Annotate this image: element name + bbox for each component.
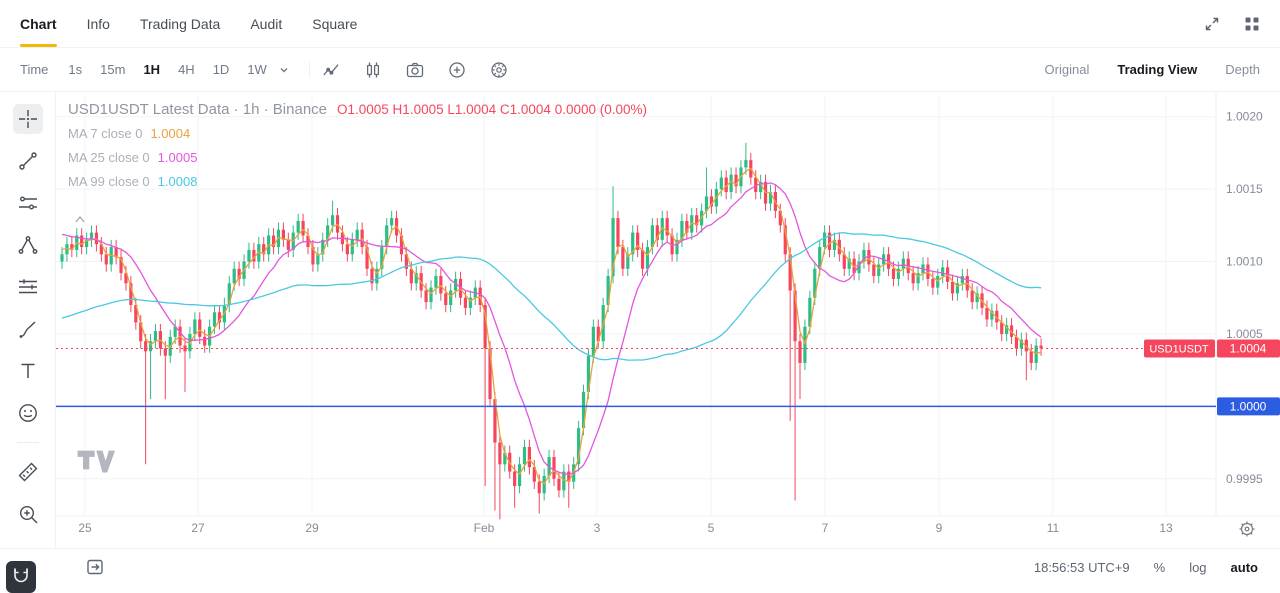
- brush-icon[interactable]: [13, 314, 43, 344]
- apps-grid-icon[interactable]: [1244, 16, 1260, 32]
- view-mode-depth[interactable]: Depth: [1225, 62, 1260, 77]
- drawing-tools-sidebar: [0, 92, 56, 548]
- toolbar-icon-group: [322, 61, 508, 79]
- jump-to-date-icon[interactable]: [86, 558, 104, 576]
- auto-scale-button[interactable]: auto: [1230, 559, 1258, 575]
- interval-1d[interactable]: 1D: [212, 62, 230, 77]
- svg-text:9: 9: [936, 521, 943, 535]
- candlestick-style-icon[interactable]: [364, 61, 382, 79]
- chevron-down-icon[interactable]: [279, 65, 289, 75]
- candlestick-chart[interactable]: 1.0020 1.0015 1.0010 1.0005 1.0000 0.9995 25 27…: [56, 92, 1280, 548]
- emoji-icon[interactable]: [13, 398, 43, 428]
- trend-line-icon[interactable]: [13, 146, 43, 176]
- tradingview-logo: [77, 450, 115, 473]
- nav-icons: [1204, 16, 1260, 32]
- svg-text:29: 29: [305, 521, 319, 535]
- svg-text:1.0000: 1.0000: [1230, 399, 1267, 413]
- settings-circle-icon[interactable]: [490, 61, 508, 79]
- svg-text:USD1USDT: USD1USDT: [1149, 343, 1209, 355]
- interval-1s[interactable]: 1s: [68, 62, 83, 77]
- ma25-line: [61, 182, 1042, 476]
- chart-area: 1.0020 1.0015 1.0010 1.0005 1.0000 0.9995 25 27…: [56, 92, 1280, 548]
- svg-text:13: 13: [1159, 521, 1173, 535]
- view-mode-trading-view[interactable]: Trading View: [1117, 62, 1198, 77]
- add-circle-icon[interactable]: [448, 61, 466, 79]
- level-price-badge: [1217, 397, 1280, 416]
- interval-1h[interactable]: 1H: [143, 62, 161, 77]
- indicator-chart-icon[interactable]: [322, 61, 340, 79]
- interval-1w[interactable]: 1W: [247, 62, 267, 77]
- magnet-icon: [11, 566, 31, 591]
- tab-square[interactable]: Square: [312, 15, 358, 32]
- last-price-badge: [1217, 339, 1280, 358]
- main-area: 1.0020 1.0015 1.0010 1.0005 1.0000 0.9995 25 27…: [0, 92, 1280, 548]
- grid-lines: [56, 92, 1280, 517]
- view-mode-original[interactable]: Original: [1044, 62, 1090, 77]
- svg-text:Feb: Feb: [474, 521, 495, 535]
- tab-trading-data[interactable]: Trading Data: [139, 15, 221, 32]
- percent-scale-button[interactable]: %: [1153, 559, 1166, 575]
- bottom-bar: 18:56:53 UTC+9 % log auto: [0, 548, 1280, 585]
- svg-text:0.9995: 0.9995: [1226, 472, 1263, 486]
- interval-4h[interactable]: 4H: [178, 62, 195, 77]
- svg-text:1.0015: 1.0015: [1226, 182, 1263, 196]
- fib-retracement-icon[interactable]: [13, 272, 43, 302]
- clock-text: 18:56:53 UTC+9: [1033, 559, 1130, 575]
- time-axis[interactable]: 25 27 29 Feb 3 5 7 9 11 13: [78, 521, 1173, 535]
- camera-icon[interactable]: [406, 61, 424, 79]
- time-label: Time: [20, 62, 49, 77]
- symbol-badge: [1144, 339, 1215, 358]
- svg-text:3: 3: [594, 521, 601, 535]
- chart-toolbar: Time 1s 15m 1H 4H 1D 1W Original Trading View D…: [0, 48, 1280, 92]
- price-badges: 1.0000 USD1USDT 1.0004: [1144, 339, 1280, 416]
- tab-audit[interactable]: Audit: [250, 15, 283, 32]
- svg-text:25: 25: [78, 521, 92, 535]
- view-mode-switch: Original Trading View Depth: [1045, 62, 1260, 77]
- sidebar-divider: [16, 442, 39, 443]
- expand-icon[interactable]: [1204, 16, 1220, 32]
- svg-text:5: 5: [708, 521, 715, 535]
- tab-chart[interactable]: Chart: [20, 0, 57, 47]
- svg-text:1.0010: 1.0010: [1226, 255, 1263, 269]
- horizontal-lines-icon[interactable]: [13, 188, 43, 218]
- zoom-in-icon[interactable]: [13, 499, 43, 529]
- log-scale-button[interactable]: log: [1189, 559, 1207, 575]
- ruler-icon[interactable]: [13, 457, 43, 487]
- pitchfork-icon[interactable]: [13, 230, 43, 260]
- svg-text:27: 27: [191, 521, 205, 535]
- magnet-tool-button[interactable]: [6, 561, 36, 593]
- ma99-line: [61, 232, 1042, 361]
- svg-text:11: 11: [1047, 521, 1060, 535]
- toolbar-divider: [308, 61, 310, 78]
- scale-settings-gear-icon[interactable]: [1239, 521, 1255, 537]
- candles: [60, 142, 1043, 520]
- interval-selector: 1s 15m 1H 4H 1D 1W: [60, 59, 274, 80]
- svg-text:7: 7: [822, 521, 829, 535]
- interval-15m[interactable]: 15m: [100, 62, 126, 77]
- top-navigation: Chart Info Trading Data Audit Square: [0, 0, 1280, 48]
- collapse-legend-icon[interactable]: [75, 216, 85, 223]
- nav-tabs: Chart Info Trading Data Audit Square: [20, 0, 357, 47]
- svg-text:1.0004: 1.0004: [1230, 341, 1267, 355]
- ma7-line: [61, 167, 1042, 485]
- scale-controls: 18:56:53 UTC+9 % log auto: [1034, 560, 1258, 575]
- text-icon[interactable]: [13, 356, 43, 386]
- svg-text:1.0005: 1.0005: [1226, 327, 1263, 341]
- crosshair-icon[interactable]: [12, 104, 43, 134]
- svg-text:1.0020: 1.0020: [1226, 110, 1263, 124]
- tab-info[interactable]: Info: [86, 15, 110, 32]
